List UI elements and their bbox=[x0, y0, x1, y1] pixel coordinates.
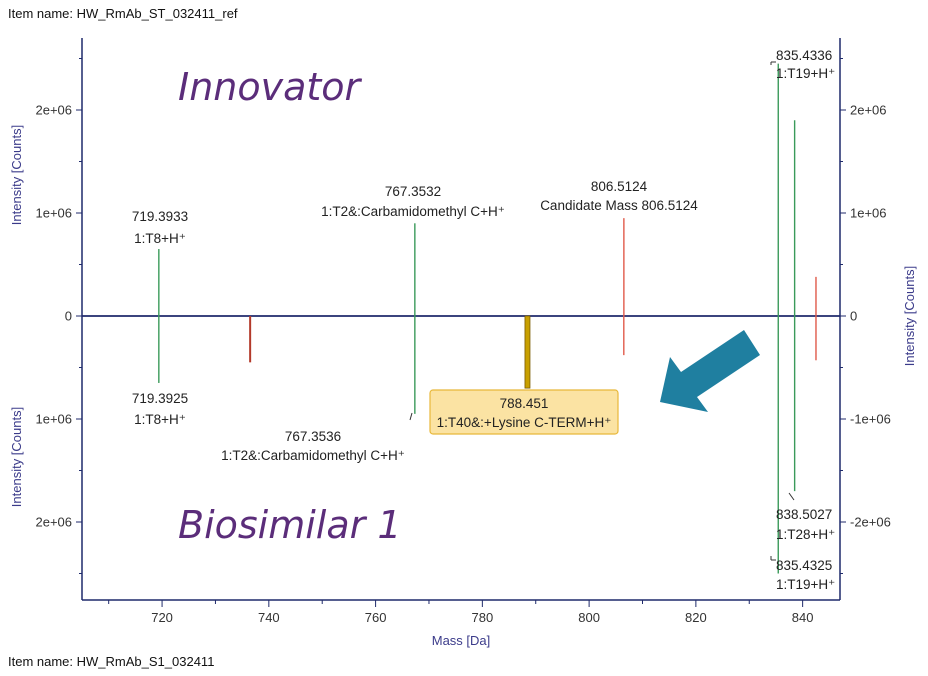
peak-label-ion: 1:T28+H⁺ bbox=[776, 527, 835, 542]
x-ticks: 720 740 760 780 800 820 840 bbox=[108, 600, 814, 625]
left-y-tick-label: 1e+06 bbox=[35, 206, 72, 221]
peak-label-ion: 1:T19+H⁺ bbox=[776, 66, 835, 81]
left-top-y-axis-title: Intensity [Counts] bbox=[9, 125, 24, 225]
highlight-mass: 788.451 bbox=[500, 396, 549, 411]
right-y-tick-label: 0 bbox=[850, 309, 857, 324]
x-tick-label: 780 bbox=[472, 610, 494, 625]
peak-label-mass: 767.3532 bbox=[385, 184, 441, 199]
right-y-ticks: 2e+06 1e+06 0 -1e+06 -2e+06 bbox=[840, 58, 891, 574]
left-y-tick-label: 1e+06 bbox=[35, 412, 72, 427]
x-tick-label: 740 bbox=[258, 610, 280, 625]
left-y-tick-label: 2e+06 bbox=[35, 103, 72, 118]
left-y-tick-label: 2e+06 bbox=[35, 515, 72, 530]
peak-label-mass: 838.5027 bbox=[776, 507, 832, 522]
right-y-tick-label: -2e+06 bbox=[850, 515, 891, 530]
x-tick-label: 840 bbox=[792, 610, 814, 625]
x-tick-label: 820 bbox=[685, 610, 707, 625]
innovator-label: Innovator bbox=[178, 65, 363, 109]
peak-label-ion: 1:T19+H⁺ bbox=[776, 577, 835, 592]
highlight-arrow-icon bbox=[660, 330, 760, 412]
x-tick-label: 760 bbox=[365, 610, 387, 625]
right-y-tick-label: 1e+06 bbox=[850, 206, 887, 221]
highlight-ion: 1:T40&:+Lysine C-TERM+H⁺ bbox=[437, 415, 612, 430]
right-y-tick-label: -1e+06 bbox=[850, 412, 891, 427]
biosimilar-label: Biosimilar 1 bbox=[178, 503, 402, 547]
peak-label-ion: 1:T8+H⁺ bbox=[134, 231, 186, 246]
x-tick-label: 800 bbox=[578, 610, 600, 625]
peak-label-mass: 835.4336 bbox=[776, 48, 832, 63]
left-bottom-y-axis-title: Intensity [Counts] bbox=[9, 407, 24, 507]
peak-label-mass: 835.4325 bbox=[776, 558, 832, 573]
bottom-item-name: Item name: HW_RmAb_S1_032411 bbox=[8, 654, 214, 669]
peak-label-mass: 806.5124 bbox=[591, 179, 648, 194]
peak-label-ion: 1:T8+H⁺ bbox=[134, 412, 186, 427]
peaks bbox=[158, 63, 817, 574]
right-y-tick-label: 2e+06 bbox=[850, 103, 887, 118]
highlight-box bbox=[429, 389, 619, 435]
label-connector bbox=[409, 412, 413, 421]
biosimilar-peak bbox=[524, 315, 531, 389]
peak-label-mass: 767.3536 bbox=[285, 429, 341, 444]
plot-frame bbox=[81, 38, 841, 601]
x-tick-label: 720 bbox=[151, 610, 173, 625]
label-connector bbox=[788, 492, 795, 501]
x-axis-title: Mass [Da] bbox=[432, 633, 491, 648]
top-item-name: Item name: HW_RmAb_ST_032411_ref bbox=[8, 6, 238, 21]
peak-label-ion: Candidate Mass 806.5124 bbox=[540, 198, 698, 213]
peak-labels: 719.3933 1:T8+H⁺ 767.3532 1:T2&:Carbamidome… bbox=[132, 48, 835, 592]
left-y-ticks: 2e+06 1e+06 0 1e+06 2e+06 bbox=[35, 58, 82, 574]
left-y-tick-label: 0 bbox=[65, 309, 72, 324]
peak-label-ion: 1:T2&:Carbamidomethyl C+H⁺ bbox=[221, 448, 405, 463]
peak-label-ion: 1:T2&:Carbamidomethyl C+H⁺ bbox=[321, 204, 505, 219]
right-y-axis-title: Intensity [Counts] bbox=[902, 266, 917, 366]
peak-label-mass: 719.3933 bbox=[132, 209, 188, 224]
peak-label-mass: 719.3925 bbox=[132, 391, 188, 406]
